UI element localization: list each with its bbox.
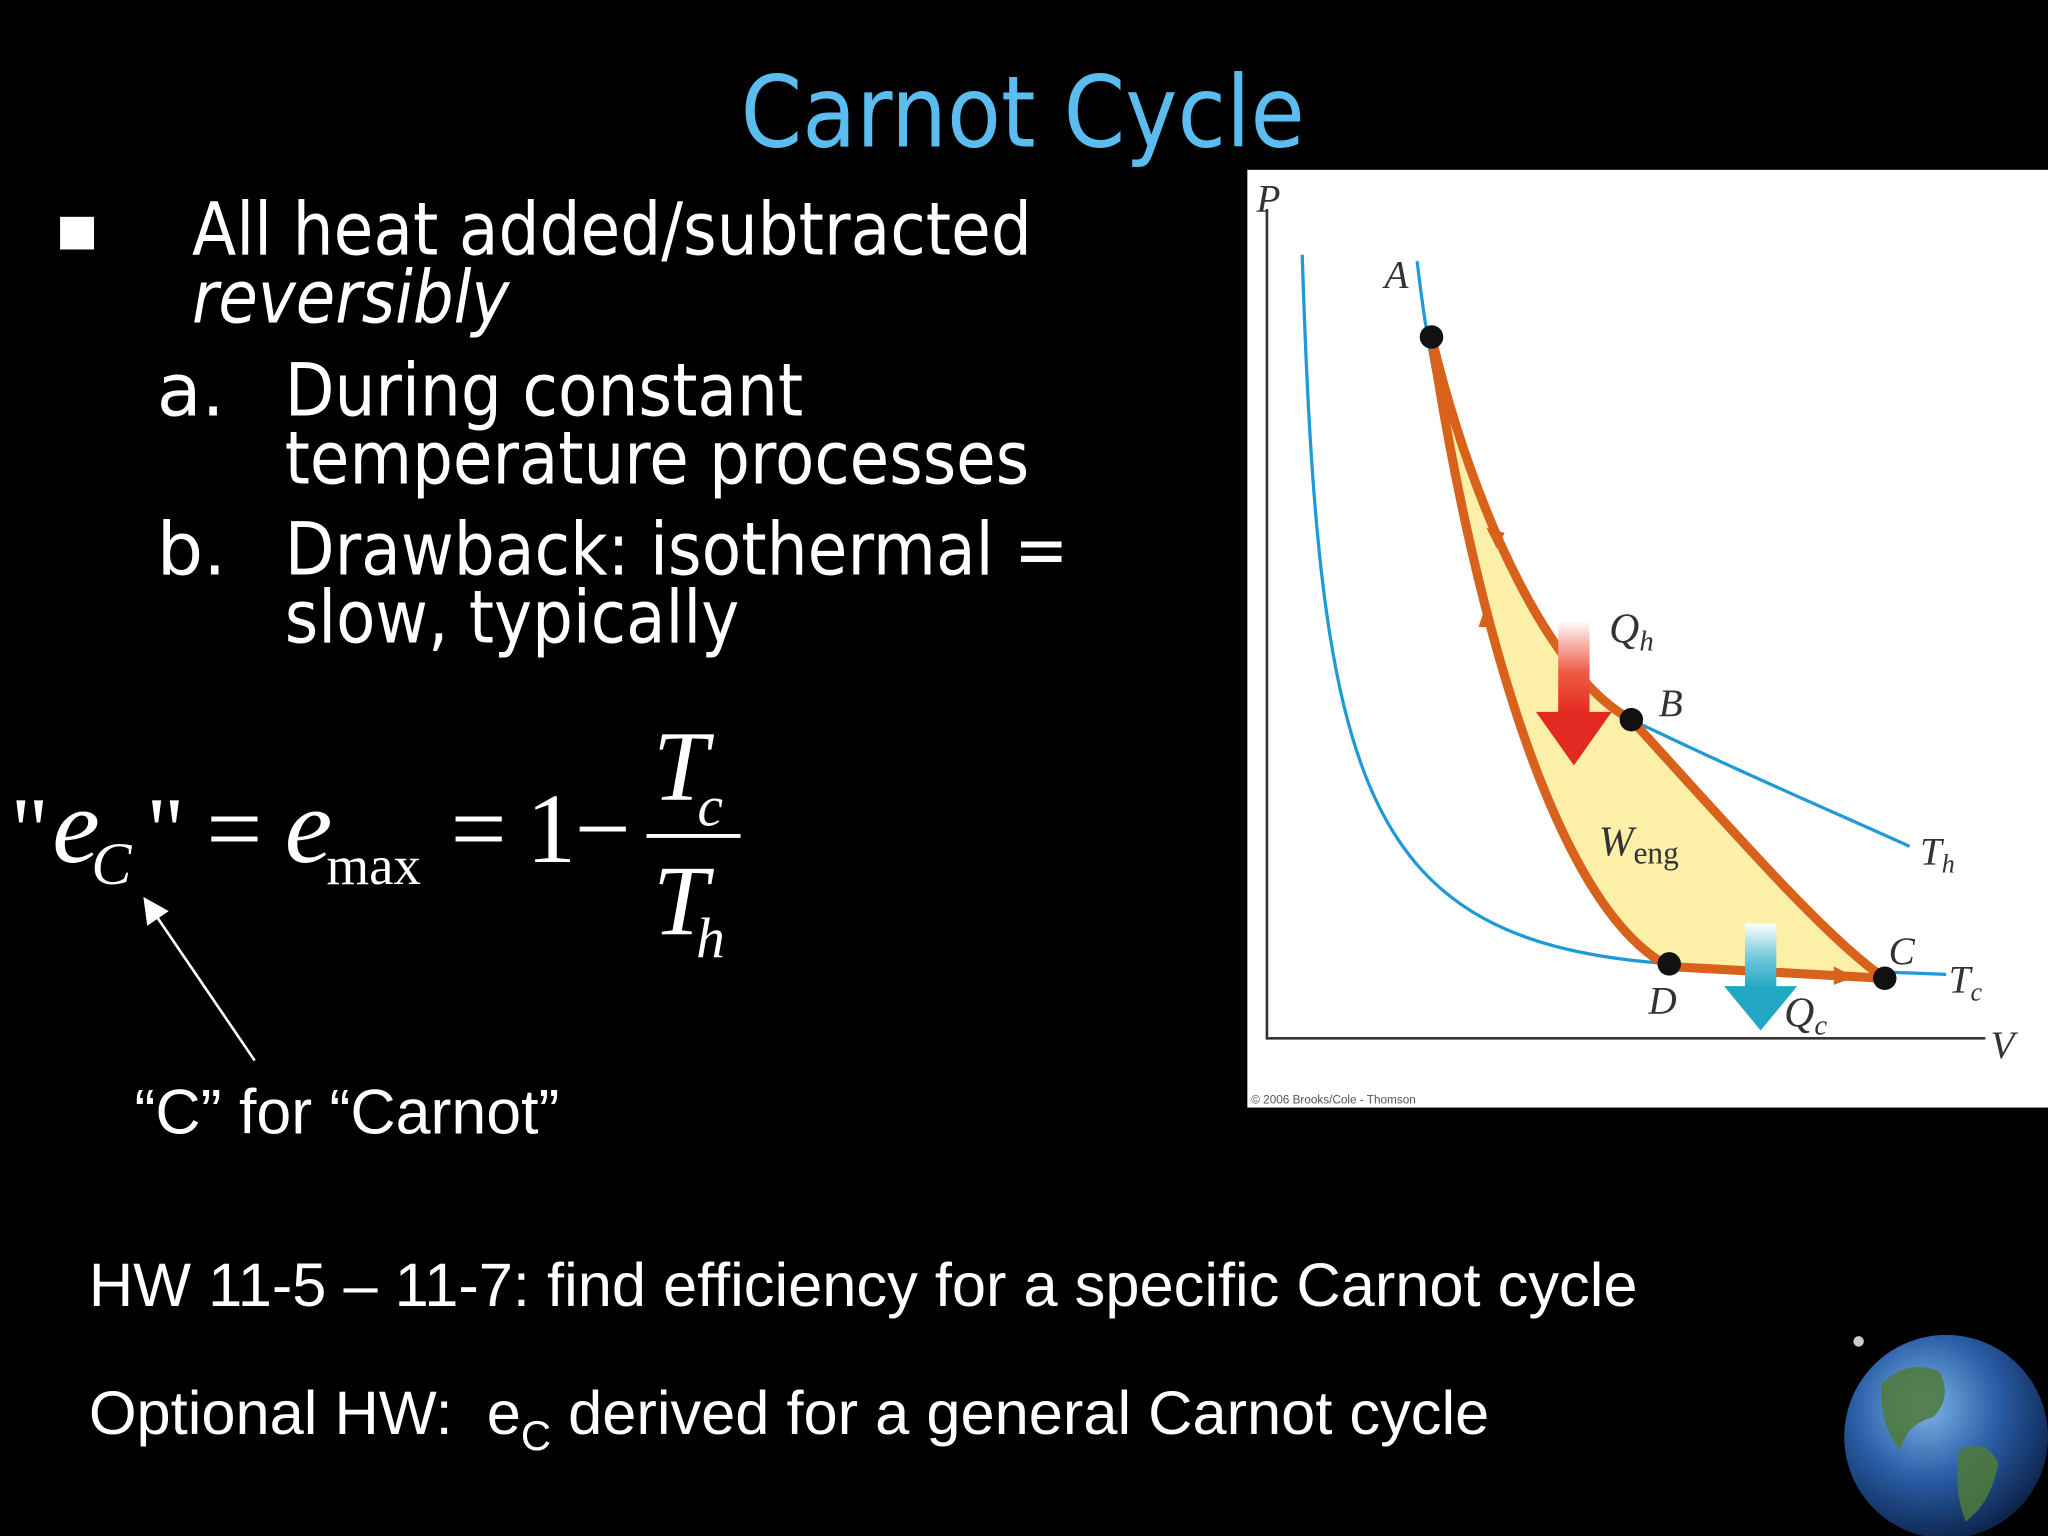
formula-subscript: max xyxy=(327,835,421,896)
credit: © 2006 Brooks/Cole - Thomson xyxy=(1251,1094,1416,1107)
subitem-text: Drawback: isothermal = xyxy=(285,508,1069,593)
subitem-label: b. xyxy=(157,508,227,593)
work-label: Weng xyxy=(1599,820,1679,871)
axes xyxy=(1265,208,1986,1040)
state-point xyxy=(1872,966,1897,991)
bullet-square xyxy=(60,216,95,250)
earth-decoration xyxy=(1844,1334,2048,1536)
formula-token: − xyxy=(575,775,631,884)
symbol: Q xyxy=(1784,991,1814,1037)
land xyxy=(1880,1367,1999,1522)
formula-token: = xyxy=(206,775,262,884)
formula-token: 1 xyxy=(526,775,576,884)
bullet-emphasis: reversibly xyxy=(192,256,511,341)
symbol: T xyxy=(1949,959,1974,1002)
state-point xyxy=(1619,707,1644,732)
heat-in-arrow xyxy=(1558,620,1590,715)
subitem-text: During constant xyxy=(285,348,804,433)
state-point xyxy=(1657,952,1681,976)
homework-line: HW 11-5 – 11-7: find efficiency for a sp… xyxy=(89,1251,1638,1320)
homework-line: Optional HW: eC derived for a general Ca… xyxy=(89,1379,1489,1459)
earth xyxy=(1844,1334,2048,1536)
formula-subscript: c xyxy=(697,775,723,838)
star xyxy=(1853,1336,1864,1347)
hot-isotherm-label: Th xyxy=(1920,831,1955,879)
point-label: B xyxy=(1659,682,1683,725)
subscript: c xyxy=(1814,1009,1827,1041)
formula-token: " xyxy=(10,779,48,883)
cold-isotherm-label: Tc xyxy=(1949,959,1983,1007)
formula-token: e xyxy=(285,768,333,886)
subscript: h xyxy=(1639,625,1653,657)
slide-title: Carnot Cycle xyxy=(741,55,1305,170)
formula-token: " xyxy=(146,779,184,883)
heat-out-arrowhead xyxy=(1724,986,1798,1031)
pv-diagram: P V A B C D Qh Weng Qc Th Tc © 2006 Broo… xyxy=(1247,169,2048,1108)
text: derived for a general Carnot cycle xyxy=(551,1379,1489,1448)
cold-isotherm xyxy=(1300,254,1947,976)
point-label: D xyxy=(1647,980,1676,1023)
subitem-text: temperature processes xyxy=(285,416,1029,501)
heat-out-label: Qc xyxy=(1784,991,1827,1042)
formula-subscript: h xyxy=(696,907,725,970)
axis-label: P xyxy=(1255,178,1280,221)
formula-subscript: C xyxy=(91,830,132,897)
formula-token: T xyxy=(653,712,715,821)
subscript: C xyxy=(521,1412,551,1459)
cycle-path xyxy=(1426,332,1890,983)
subscript: eng xyxy=(1634,835,1680,870)
heat-in-arrowhead xyxy=(1536,711,1612,766)
subscript: h xyxy=(1942,849,1955,878)
formula-token: T xyxy=(653,847,715,956)
subitem-label: a. xyxy=(157,348,225,433)
subscript: c xyxy=(1971,977,1983,1006)
symbol: Q xyxy=(1609,607,1639,653)
point-label: A xyxy=(1381,253,1409,296)
formula-token: = xyxy=(451,775,507,884)
symbol: T xyxy=(1920,831,1945,874)
state-point xyxy=(1419,325,1444,349)
text: Optional HW: e xyxy=(89,1379,521,1448)
pointer-arrow xyxy=(143,896,256,1062)
heat-out-arrow xyxy=(1744,923,1777,989)
bullet-text: All heat added/subtracted xyxy=(192,188,1032,273)
subitem-text: slow, typically xyxy=(285,576,740,661)
symbol: W xyxy=(1599,820,1637,866)
caption: “C” for “Carnot” xyxy=(135,1078,560,1148)
formula: " e C " = e max = 1 − T c T h xyxy=(10,712,741,970)
heat-in-label: Qh xyxy=(1609,607,1654,658)
point-label: C xyxy=(1889,930,1916,973)
axis-label: V xyxy=(1991,1024,2019,1067)
formula-token: e xyxy=(52,768,100,886)
